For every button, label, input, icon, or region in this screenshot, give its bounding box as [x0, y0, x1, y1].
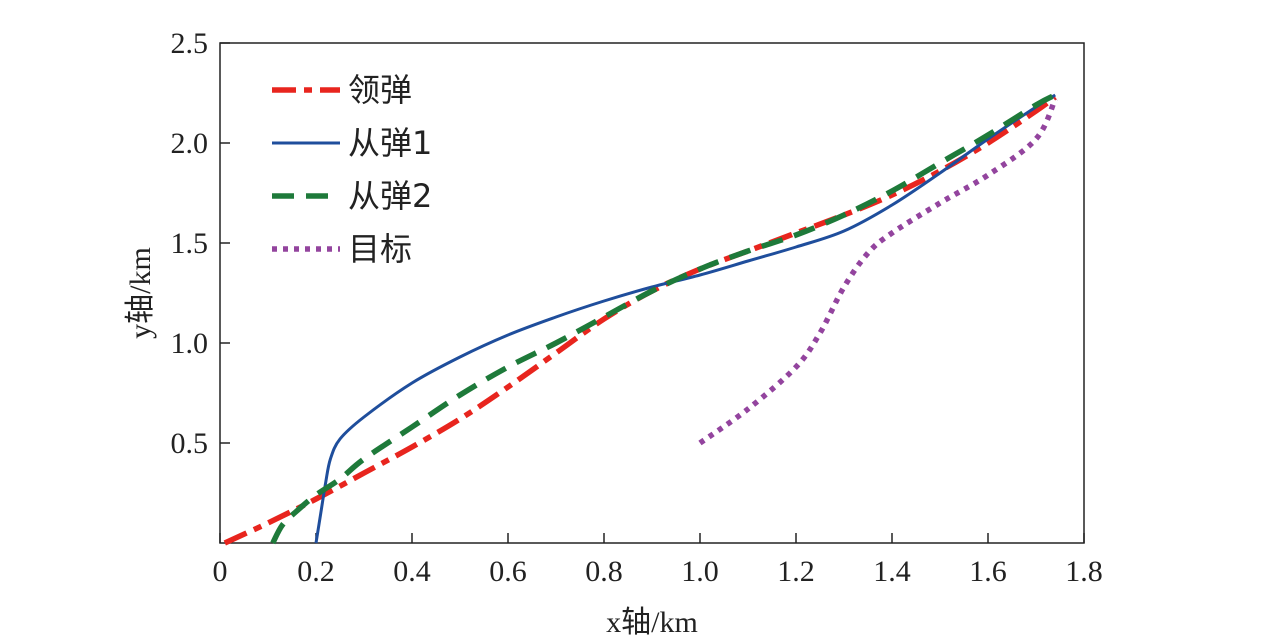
legend-label-3: 从弹2: [348, 177, 432, 215]
x-tick-label: 0.4: [393, 555, 431, 588]
y-tick-label: 2.0: [171, 127, 209, 160]
series-line-3: [270, 92, 1057, 545]
series-layer: [223, 92, 1058, 546]
legend-label-4: 目标: [348, 230, 412, 268]
y-axis-ticks: 0.5 1.0 1.5 2.0 2.5: [171, 27, 230, 460]
series-line-2: [314, 93, 1056, 544]
legend-label-1: 领弹: [348, 71, 412, 109]
plot-frame: [219, 42, 1085, 544]
x-tick-label: 0.8: [585, 555, 623, 588]
y-tick-label: 1.0: [171, 327, 209, 360]
y-tick-label: 1.5: [171, 227, 209, 260]
series-line-1: [223, 94, 1057, 546]
x-axis-ticks: 0 0.2 0.4 0.6 0.8 1.0 1.2 1.4 1.6 1.8: [213, 533, 1103, 588]
plot-area: 0 0.2 0.4 0.6 0.8 1.0 1.2 1.4 1.6 1.8 0.5 1.0 1.5 2.…: [171, 27, 1103, 588]
x-tick-label: 1.6: [969, 555, 1007, 588]
legend-label-2: 从弹1: [348, 124, 432, 162]
x-tick-label: 1.4: [873, 555, 911, 588]
x-tick-label: 1.0: [681, 555, 719, 588]
x-tick-label: 0.2: [297, 555, 335, 588]
series-line-4: [698, 97, 1058, 446]
x-tick-label: 1.8: [1065, 555, 1103, 588]
y-tick-label: 2.5: [171, 27, 209, 60]
x-tick-label: 1.2: [777, 555, 815, 588]
x-tick-label: 0.6: [489, 555, 527, 588]
x-axis-label: x轴/km: [606, 606, 698, 639]
x-tick-label: 0: [213, 555, 228, 588]
y-tick-label: 0.5: [171, 427, 209, 460]
y-axis-label: y轴/km: [124, 247, 157, 339]
